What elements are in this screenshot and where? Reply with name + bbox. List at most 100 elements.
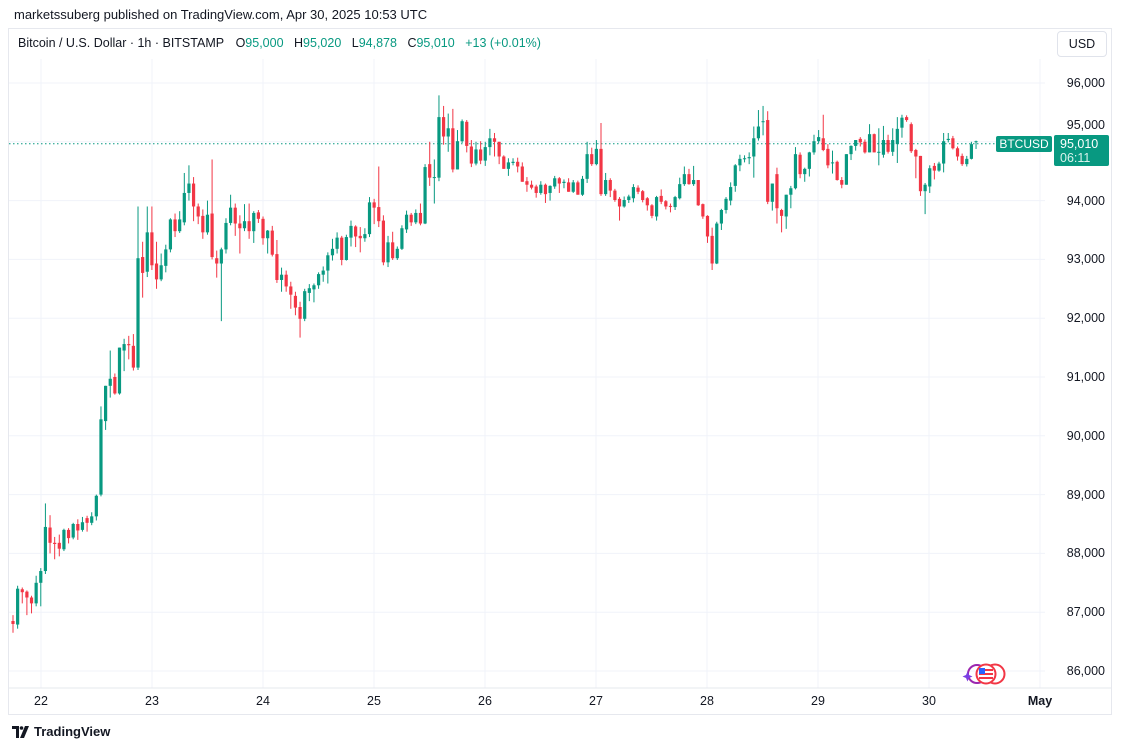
candle-body xyxy=(492,138,497,142)
candle xyxy=(738,154,742,172)
candle-body xyxy=(233,207,237,224)
candle-body xyxy=(951,138,955,149)
candle xyxy=(798,152,802,179)
candle-body xyxy=(395,248,399,259)
candle-body xyxy=(275,254,279,280)
candle-body xyxy=(145,232,149,272)
currency-button[interactable]: USD xyxy=(1057,31,1107,57)
candle-body xyxy=(849,145,853,155)
candle xyxy=(678,177,682,200)
candle xyxy=(673,195,677,211)
candle-body xyxy=(270,230,274,255)
candle xyxy=(965,155,969,167)
candle-body xyxy=(215,258,219,264)
candle xyxy=(284,270,288,292)
candle-body xyxy=(326,255,330,271)
candle-body xyxy=(474,149,478,164)
candle-body xyxy=(178,219,182,232)
candle-body xyxy=(812,141,816,153)
candle-body xyxy=(904,117,909,121)
candle xyxy=(557,177,561,193)
change-value: +13 (+0.01%) xyxy=(465,36,541,50)
candle xyxy=(617,197,622,221)
low-value: 94,878 xyxy=(358,36,397,50)
candle-body xyxy=(488,138,492,148)
candle xyxy=(363,228,367,242)
candle xyxy=(303,288,307,322)
candle xyxy=(710,227,714,270)
candle xyxy=(826,144,830,169)
candle-body xyxy=(340,237,344,260)
candle-body xyxy=(191,183,196,207)
candle xyxy=(418,203,423,226)
price-tick-label: 90,000 xyxy=(1066,428,1105,443)
candle-body xyxy=(159,265,163,280)
candle xyxy=(57,534,61,557)
candle xyxy=(372,198,376,225)
candle xyxy=(580,175,585,196)
candle-body xyxy=(673,197,677,208)
tradingview-logo[interactable]: TradingView xyxy=(12,724,110,739)
candle-body xyxy=(173,219,177,232)
candle xyxy=(261,216,265,245)
candle xyxy=(196,203,200,225)
last-price-tag: 95,010 06:11 xyxy=(1054,135,1109,166)
candle xyxy=(474,141,478,166)
candle-body xyxy=(284,274,288,287)
candle-body xyxy=(525,181,529,185)
candle xyxy=(904,115,909,122)
candle xyxy=(692,165,696,186)
candle-body xyxy=(377,207,381,222)
candle xyxy=(136,206,140,370)
candle xyxy=(409,212,413,226)
candle xyxy=(275,239,279,283)
candle xyxy=(886,134,890,154)
candle xyxy=(742,155,747,163)
candle xyxy=(900,114,904,138)
candle-body xyxy=(659,195,663,202)
candle xyxy=(960,153,964,166)
candle xyxy=(404,210,409,233)
candle xyxy=(492,132,497,157)
time-tick-label: 27 xyxy=(589,694,603,708)
candle xyxy=(747,152,751,165)
candle-body xyxy=(455,141,460,170)
candle-body xyxy=(729,187,733,201)
candle-body xyxy=(404,214,409,230)
candle xyxy=(835,160,839,181)
candle xyxy=(548,185,552,201)
candle xyxy=(423,164,427,225)
candle xyxy=(715,221,719,265)
candle-body xyxy=(483,147,487,161)
candle-body xyxy=(705,215,710,237)
candle-body xyxy=(344,237,348,260)
candle-body xyxy=(154,263,159,280)
candle xyxy=(465,120,469,153)
time-tick-label: 22 xyxy=(34,694,48,708)
candle xyxy=(117,347,122,395)
chart-frame xyxy=(8,28,1112,715)
candle-body xyxy=(622,200,626,207)
candle xyxy=(113,373,117,395)
candle-body xyxy=(687,174,691,185)
candle xyxy=(895,117,899,163)
candle xyxy=(576,180,580,195)
candle-body xyxy=(562,181,566,183)
candle xyxy=(479,141,483,165)
symbol-description[interactable]: Bitcoin / U.S. Dollar · 1h · BITSTAMP xyxy=(18,36,225,50)
price-tick-label: 88,000 xyxy=(1066,546,1105,561)
candle xyxy=(289,281,293,309)
candle-body xyxy=(252,212,256,232)
candle-body xyxy=(641,191,645,201)
candle-body xyxy=(877,151,881,153)
open-label: O xyxy=(235,36,246,50)
candle-body xyxy=(918,155,923,192)
candle xyxy=(525,177,529,192)
candle xyxy=(724,197,728,214)
candle-body xyxy=(432,177,436,179)
candle-body xyxy=(25,591,29,598)
candle xyxy=(701,203,705,219)
events-flag-icon[interactable] xyxy=(958,662,1008,688)
candle xyxy=(543,183,548,203)
